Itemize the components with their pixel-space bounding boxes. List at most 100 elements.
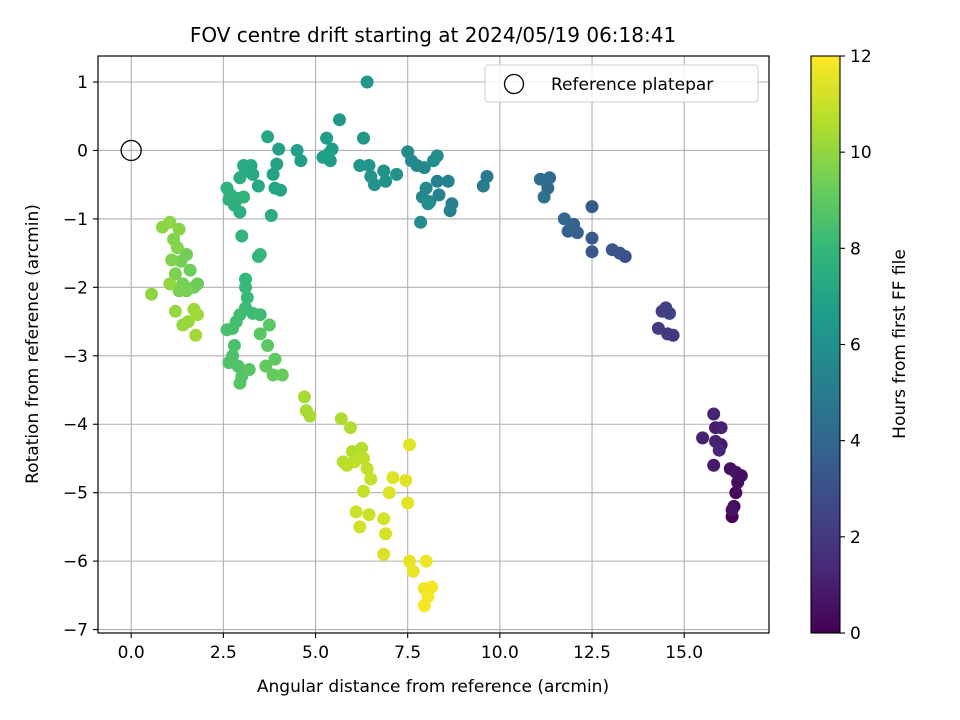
data-point — [270, 157, 284, 171]
colorbar-tick-label: 4 — [850, 432, 861, 452]
data-point — [357, 452, 370, 465]
data-point — [414, 215, 428, 229]
data-point — [379, 174, 393, 188]
data-point — [168, 267, 182, 281]
data-point — [585, 231, 599, 245]
data-point — [585, 200, 599, 214]
data-point — [233, 376, 247, 390]
colorbar-tick-label: 2 — [850, 528, 861, 548]
data-point — [419, 554, 433, 568]
data-point — [261, 339, 275, 352]
data-point — [237, 190, 251, 204]
data-point — [251, 250, 265, 263]
data-point — [298, 390, 311, 404]
legend: Reference platepar — [484, 64, 759, 103]
data-point — [191, 308, 204, 322]
data-point — [707, 458, 721, 472]
data-point — [261, 130, 275, 144]
colorbar-tick-label: 12 — [850, 47, 872, 67]
data-point — [403, 554, 416, 568]
data-point — [382, 486, 396, 500]
data-point — [320, 131, 334, 145]
data-point — [321, 147, 335, 161]
data-point — [712, 443, 726, 457]
y-tick-label: −5 — [63, 484, 88, 504]
data-point — [605, 243, 619, 257]
data-point — [360, 75, 374, 89]
y-tick-label: −2 — [63, 278, 88, 298]
data-point — [242, 363, 256, 376]
data-point — [729, 486, 743, 500]
data-point — [651, 321, 665, 335]
data-point — [253, 327, 267, 341]
data-point — [476, 179, 490, 193]
data-point — [290, 144, 304, 157]
data-point — [224, 188, 238, 202]
colorbar-tick-label: 0 — [850, 624, 861, 644]
data-point — [168, 304, 182, 318]
data-point — [357, 131, 370, 145]
data-point — [227, 339, 241, 352]
data-point — [353, 520, 367, 534]
y-tick-label: 0 — [77, 141, 88, 161]
reference-platepar-marker — [120, 139, 142, 162]
data-point — [344, 421, 357, 435]
data-point — [537, 190, 551, 204]
data-point — [266, 368, 280, 382]
data-point — [557, 212, 571, 226]
data-point — [180, 284, 193, 298]
data-point — [231, 359, 245, 373]
data-point — [233, 171, 247, 185]
data-point — [443, 204, 457, 218]
x-tick-label: 12.5 — [573, 643, 611, 663]
data-point — [264, 209, 278, 222]
data-point — [696, 431, 710, 445]
x-axis-label: Angular distance from reference (arcmin) — [257, 677, 609, 697]
data-point — [360, 462, 374, 476]
data-point — [172, 222, 186, 236]
data-point — [421, 197, 435, 211]
x-tick-label: 7.5 — [394, 643, 421, 663]
data-point — [145, 287, 158, 301]
data-point — [259, 359, 273, 373]
y-tick-label: −7 — [63, 621, 88, 641]
colorbar-gradient — [811, 56, 840, 633]
colorbar-label: Hours from first FF file — [890, 249, 910, 439]
data-points — [145, 75, 748, 613]
data-point — [274, 183, 287, 197]
data-point — [707, 407, 721, 421]
data-point — [235, 229, 249, 243]
y-tick-label: 1 — [77, 73, 88, 93]
data-point — [165, 253, 179, 267]
data-point — [725, 503, 739, 517]
data-point — [156, 220, 169, 234]
data-point — [432, 188, 446, 202]
data-point — [430, 149, 444, 163]
data-point — [386, 471, 400, 485]
x-tick-label: 2.5 — [210, 643, 237, 663]
data-point — [417, 599, 431, 613]
data-point — [377, 164, 391, 178]
y-tick-label: −4 — [63, 415, 88, 435]
chart-title: FOV centre drift starting at 2024/05/19 … — [190, 23, 676, 47]
data-point — [303, 409, 317, 423]
colorbar-ticks: 0 2 4 6 8 10 12 — [840, 47, 872, 644]
data-point — [533, 172, 547, 186]
colorbar: 0 2 4 6 8 10 12 Hours from first FF file — [810, 47, 910, 644]
data-point — [262, 318, 276, 332]
data-point — [353, 159, 367, 172]
data-point — [377, 512, 391, 526]
data-point — [163, 277, 177, 291]
grid-lines — [98, 56, 769, 633]
data-point — [377, 547, 391, 561]
legend-entry-label: Reference platepar — [551, 75, 713, 95]
data-point — [390, 167, 404, 181]
legend-marker-icon — [503, 73, 525, 95]
data-point — [251, 179, 265, 193]
legend-box — [484, 64, 759, 103]
data-point — [364, 170, 378, 183]
data-point — [430, 174, 444, 188]
data-point — [401, 496, 415, 510]
data-point — [403, 438, 416, 452]
